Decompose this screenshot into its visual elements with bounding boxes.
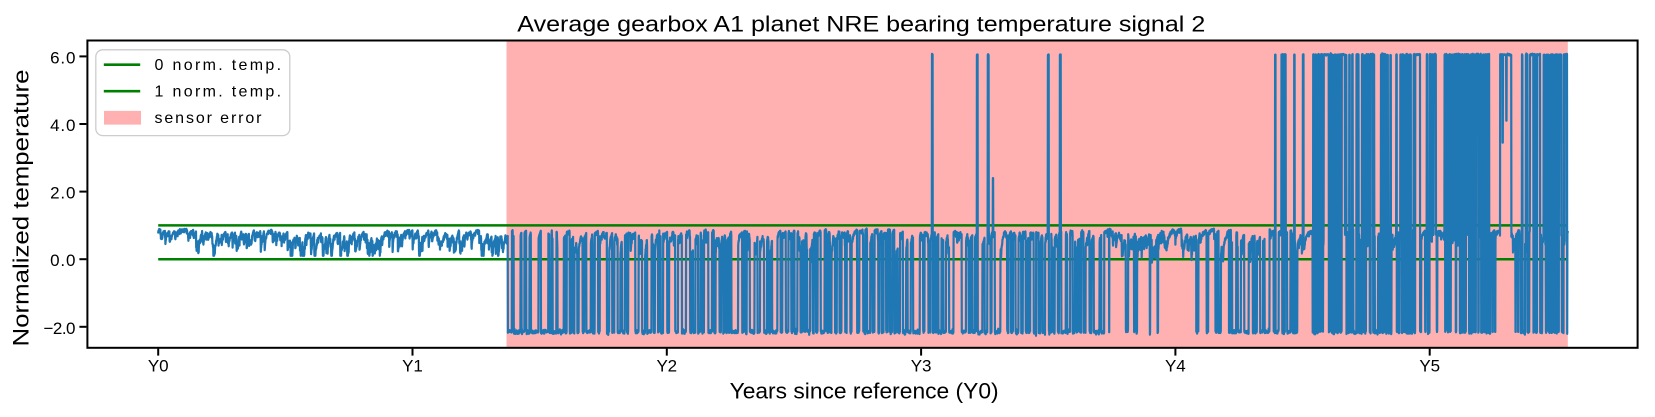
svg-text:6.0: 6.0	[50, 48, 75, 67]
svg-text:Y5: Y5	[1419, 357, 1440, 376]
svg-text:−2.0: −2.0	[44, 319, 76, 338]
svg-text:Average gearbox A1 planet NRE: Average gearbox A1 planet NRE bearing te…	[517, 12, 1205, 37]
svg-text:2.0: 2.0	[50, 184, 75, 203]
svg-text:Y2: Y2	[656, 357, 677, 376]
svg-text:Years since reference (Y0): Years since reference (Y0)	[730, 379, 999, 404]
svg-text:Y1: Y1	[402, 357, 423, 376]
svg-text:Y4: Y4	[1165, 357, 1186, 376]
svg-text:sensor error: sensor error	[155, 110, 263, 127]
svg-text:1 norm. temp.: 1 norm. temp.	[155, 84, 282, 101]
svg-text:Y0: Y0	[148, 357, 169, 376]
svg-text:0 norm. temp.: 0 norm. temp.	[155, 57, 282, 74]
svg-text:4.0: 4.0	[50, 116, 75, 135]
svg-text:Normalized temperature: Normalized temperature	[9, 70, 34, 347]
svg-text:Y3: Y3	[911, 357, 932, 376]
svg-text:0.0: 0.0	[50, 251, 75, 270]
